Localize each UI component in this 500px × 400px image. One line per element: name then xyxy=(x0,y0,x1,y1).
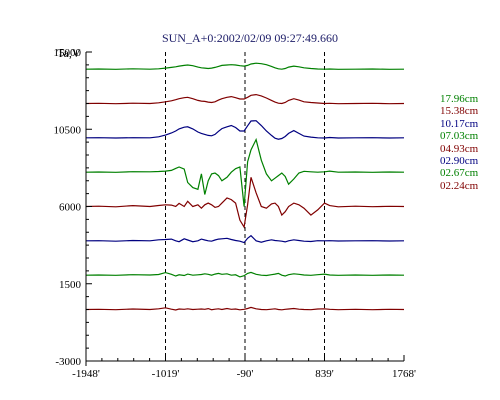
series-line-07.03cm xyxy=(85,137,405,207)
legend: 17.96cm 15.38cm 10.17cm 07.03cm 04.93cm 02.90… xyxy=(440,93,478,192)
legend-item-02.67cm: 02.67cm xyxy=(440,167,479,180)
series-line-04.93cm xyxy=(85,177,405,229)
x-tick-label: -1019' xyxy=(152,368,180,380)
legend-item-07.03cm: 07.03cm xyxy=(440,130,479,143)
legend-item-02.24cm: 02.24cm xyxy=(440,179,479,192)
legend-item-04.93cm: 04.93cm xyxy=(440,142,479,155)
legend-item-15.38cm: 15.38cm xyxy=(440,105,479,118)
x-tick-label: -90' xyxy=(237,368,254,380)
chart-title: SUN_A+0:2002/02/09 09:27:49.660 xyxy=(161,31,339,45)
legend-item-02.90cm: 02.90cm xyxy=(440,155,479,168)
x-tick-label: -1948' xyxy=(72,368,100,380)
legend-item-17.96cm: 17.96cm xyxy=(440,93,479,105)
series-line-15.38cm xyxy=(85,93,405,105)
x-tick-label: 1768' xyxy=(392,368,416,380)
series-line-02.24cm xyxy=(85,306,405,311)
x-tick-label: 839' xyxy=(315,368,334,380)
y-tick-label: -3000 xyxy=(55,356,81,368)
y-tick-label: 15000 xyxy=(54,47,82,59)
legend-item-10.17cm: 10.17cm xyxy=(440,117,479,130)
y-tick-label: 1500 xyxy=(59,279,82,291)
y-tick-label: 10500 xyxy=(54,124,82,136)
series-line-02.90cm xyxy=(85,234,405,244)
y-tick-label: 6000 xyxy=(59,202,82,214)
y-axis-unit-label: Ta,V xyxy=(57,46,81,60)
series-line-17.96cm xyxy=(85,62,405,70)
series-line-10.17cm xyxy=(85,120,405,140)
series-line-02.67cm xyxy=(85,271,405,278)
